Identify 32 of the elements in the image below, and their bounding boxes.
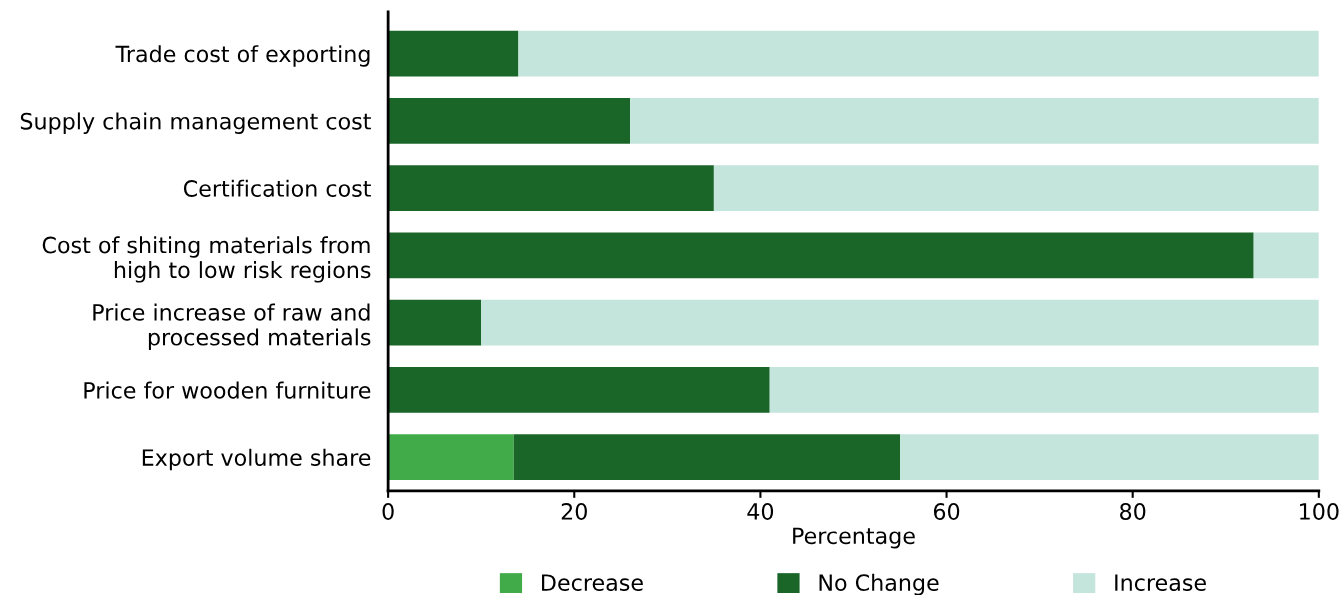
x-tick-label: 80	[1120, 503, 1146, 520]
x-tick-label: 20	[561, 503, 587, 520]
x-tick-label: 0	[382, 503, 394, 520]
bar	[713, 165, 1319, 212]
x-tick-label: 100	[1300, 503, 1339, 520]
y-tick-label: Trade cost of exporting	[115, 45, 370, 67]
y-tick-label: Price increase of raw and processed materials	[93, 303, 371, 350]
y-tick-label: Certification cost	[183, 179, 371, 197]
bar	[1253, 232, 1319, 279]
y-tick-label: Supply chain management cost	[20, 112, 371, 134]
bar	[630, 98, 1319, 144]
y-tick-label: Export volume share	[142, 448, 371, 471]
x-tick-label: 40	[747, 503, 774, 520]
bar	[900, 434, 1319, 481]
y-tick-label: Price for wooden furniture	[84, 381, 371, 399]
bar	[481, 299, 1319, 346]
bar	[513, 434, 901, 481]
bar	[388, 98, 631, 144]
bar	[388, 367, 770, 413]
bar	[388, 434, 514, 481]
bar	[518, 30, 1319, 77]
bar	[388, 232, 1254, 279]
legend-label: No Change	[819, 573, 939, 595]
bar	[388, 299, 482, 346]
legend-label: Increase	[1115, 574, 1206, 592]
bar	[388, 165, 714, 212]
legend-label: Decrease	[542, 574, 643, 592]
y-tick-label: Cost of shiting materials from high to low risk regions	[42, 236, 371, 283]
bar	[769, 367, 1319, 413]
x-tick-label: 60	[933, 503, 960, 520]
x-axis-title: Percentage	[793, 527, 915, 549]
bar	[388, 30, 519, 77]
